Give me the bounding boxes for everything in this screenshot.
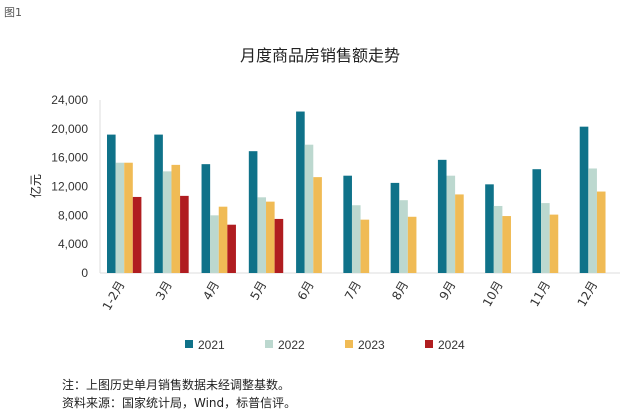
bar-2021-10月 — [485, 184, 494, 273]
x-tick-label: 8月 — [389, 279, 411, 303]
bar-2021-8月 — [390, 182, 400, 273]
bar-2021-7月 — [343, 175, 352, 273]
bar-2023-10月 — [502, 216, 511, 273]
x-tick-label: 10月 — [480, 279, 506, 310]
bar-2024-4月 — [227, 224, 236, 273]
legend-label-2021: 2021 — [198, 338, 225, 352]
bar-2023-3月 — [171, 164, 181, 273]
note-text: 注：上图历史单月销售数据未经调整基数。 — [62, 378, 291, 392]
bar-2021-12月 — [579, 126, 589, 273]
bar-2022-6月 — [304, 144, 314, 273]
y-tick-label: 16,000 — [51, 151, 88, 165]
bar-2024-5月 — [274, 218, 284, 273]
figure-label: 图1 — [4, 6, 22, 19]
legend-label-2023: 2023 — [358, 338, 385, 352]
legend-swatch-2024 — [425, 340, 433, 348]
legend-label-2024: 2024 — [438, 338, 465, 352]
bar-2023-5月 — [266, 201, 275, 273]
bar-2022-8月 — [399, 200, 408, 273]
bar-2021-6月 — [296, 111, 305, 274]
y-tick-label: 8,000 — [58, 208, 88, 222]
legend-swatch-2021 — [185, 340, 193, 348]
x-tick-label: 4月 — [200, 279, 222, 303]
y-tick-label: 0 — [81, 266, 88, 280]
bar-2024-1-2月 — [132, 196, 142, 273]
bar-2023-12月 — [596, 191, 606, 273]
bar-2022-3月 — [162, 171, 172, 273]
y-tick-label: 24,000 — [51, 93, 88, 107]
y-tick-label: 20,000 — [51, 122, 88, 136]
bar-2022-4月 — [210, 215, 219, 273]
bar-2023-6月 — [313, 177, 322, 273]
bar-2022-5月 — [257, 197, 267, 273]
y-tick-label: 4,000 — [58, 237, 88, 251]
bar-2023-1-2月 — [124, 162, 133, 273]
bar-2022-7月 — [351, 205, 361, 273]
bar-2021-5月 — [248, 151, 258, 273]
y-axis-label: 亿元 — [28, 174, 43, 198]
x-tick-label: 7月 — [342, 279, 364, 303]
bar-2021-4月 — [201, 164, 211, 273]
x-tick-label: 5月 — [247, 279, 269, 303]
bar-2022-10月 — [493, 205, 503, 273]
bar-2021-3月 — [154, 134, 163, 273]
bar-2023-7月 — [360, 219, 370, 273]
x-tick-label: 11月 — [527, 279, 553, 310]
legend-swatch-2022 — [265, 340, 273, 348]
x-tick-label: 9月 — [437, 279, 459, 303]
chart-title: 月度商品房销售额走势 — [239, 46, 400, 65]
legend-label-2022: 2022 — [278, 338, 305, 352]
x-tick-label: 12月 — [575, 279, 601, 310]
bar-2023-11月 — [549, 214, 559, 273]
bar-2022-12月 — [588, 168, 597, 273]
x-tick-label: 6月 — [295, 279, 317, 303]
bar-2023-4月 — [218, 206, 228, 273]
bar-2021-11月 — [532, 169, 542, 273]
y-tick-label: 12,000 — [51, 180, 88, 194]
source-text: 资料来源：国家统计局，Wind，标普信评。 — [62, 396, 297, 410]
bar-2022-9月 — [446, 175, 456, 273]
bar-2022-1-2月 — [115, 162, 125, 273]
x-tick-label: 3月 — [153, 279, 175, 303]
x-tick-label: 1-2月 — [100, 279, 128, 313]
bar-2021-1-2月 — [107, 134, 116, 273]
bar-2024-3月 — [180, 195, 189, 273]
legend-swatch-2023 — [345, 340, 353, 348]
bar-2023-9月 — [455, 194, 464, 273]
bar-2023-8月 — [407, 216, 417, 273]
bar-2021-9月 — [437, 159, 447, 273]
bar-2022-11月 — [541, 203, 550, 273]
